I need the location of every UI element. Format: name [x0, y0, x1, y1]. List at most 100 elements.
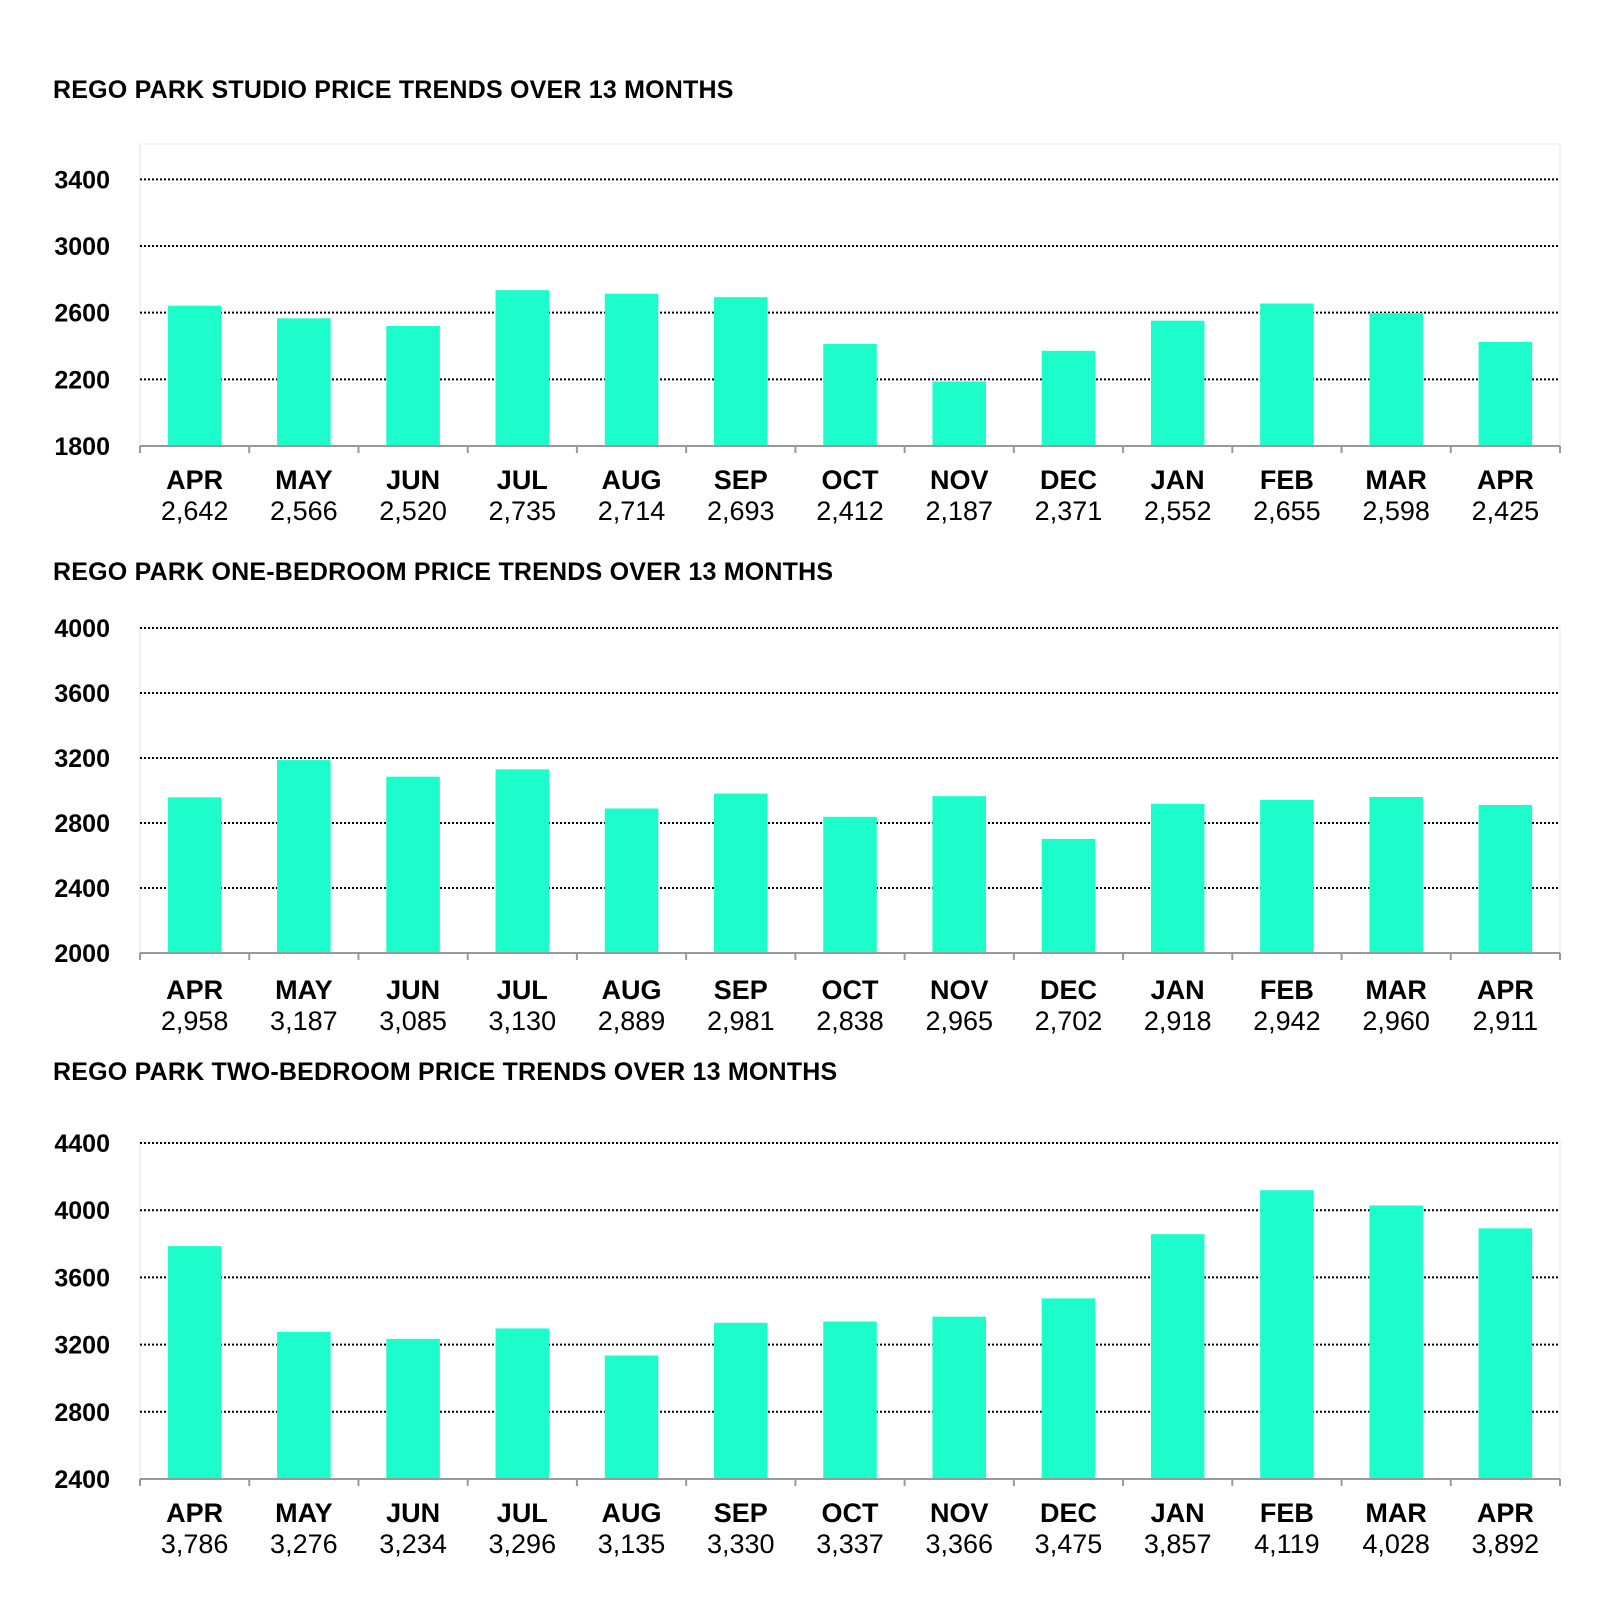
bar: [1478, 804, 1533, 953]
bar-value-label: 2,642: [161, 496, 229, 526]
x-category-label: SEP: [714, 975, 768, 1005]
bar: [1150, 320, 1205, 446]
bar-value-label: 2,838: [816, 1006, 884, 1036]
y-tick-label: 4400: [54, 1130, 110, 1158]
bar: [604, 293, 659, 446]
x-category-label: APR: [1477, 1498, 1534, 1528]
bar: [386, 326, 440, 446]
y-tick-label: 4000: [54, 615, 110, 643]
x-category-label: JAN: [1151, 1498, 1205, 1528]
x-category-label: AUG: [602, 1498, 662, 1528]
bar: [604, 808, 659, 953]
x-category-label: JAN: [1151, 975, 1205, 1005]
bar-value-label: 3,330: [707, 1529, 775, 1559]
bar: [1041, 350, 1096, 446]
bar-value-label: 2,918: [1144, 1006, 1212, 1036]
bar-value-label: 2,714: [598, 496, 666, 526]
bar: [386, 776, 440, 953]
bar: [495, 290, 550, 446]
x-category-label: JUN: [386, 975, 440, 1005]
bar-value-label: 2,425: [1472, 496, 1540, 526]
y-tick-label: 3200: [54, 745, 110, 773]
bar: [1260, 799, 1314, 953]
bar-value-label: 3,337: [816, 1529, 884, 1559]
bar-value-label: 2,889: [598, 1006, 666, 1036]
x-category-label: MAR: [1365, 975, 1427, 1005]
bar: [1369, 313, 1423, 446]
bar-value-label: 2,958: [161, 1006, 229, 1036]
x-category-label: OCT: [822, 1498, 880, 1528]
x-category-label: FEB: [1260, 1498, 1314, 1528]
x-category-label: APR: [1477, 465, 1534, 495]
y-tick-label: 3200: [54, 1332, 110, 1360]
x-category-label: OCT: [822, 465, 880, 495]
bar: [1369, 1205, 1423, 1479]
bar: [823, 816, 877, 953]
two-bedroom-chart-title: REGO PARK TWO-BEDROOM PRICE TRENDS OVER …: [53, 1058, 838, 1086]
bar: [714, 297, 768, 446]
bar: [167, 1246, 222, 1479]
y-tick-label: 2200: [54, 366, 110, 394]
bar-value-label: 2,981: [707, 1006, 775, 1036]
bar-value-label: 3,892: [1472, 1529, 1540, 1559]
bar: [932, 796, 986, 953]
bar-value-label: 2,960: [1362, 1006, 1430, 1036]
bar-value-label: 3,857: [1144, 1529, 1212, 1559]
bar: [714, 1322, 768, 1479]
bar-value-label: 4,119: [1254, 1529, 1320, 1559]
x-category-label: JUL: [497, 465, 548, 495]
bar-value-label: 2,702: [1035, 1006, 1103, 1036]
bar-value-label: 2,735: [489, 496, 557, 526]
bar-value-label: 3,475: [1035, 1529, 1103, 1559]
x-category-label: JAN: [1151, 465, 1205, 495]
bar: [932, 1316, 986, 1479]
one-bedroom-chart-title: REGO PARK ONE-BEDROOM PRICE TRENDS OVER …: [53, 558, 834, 586]
x-category-label: MAY: [275, 465, 333, 495]
x-category-label: FEB: [1260, 975, 1314, 1005]
one-bedroom-chart-panel: REGO PARK ONE-BEDROOM PRICE TRENDS OVER …: [53, 558, 1561, 1036]
x-category-label: JUL: [497, 975, 548, 1005]
bar-value-label: 2,942: [1253, 1006, 1321, 1036]
y-tick-label: 3600: [54, 680, 110, 708]
x-category-label: APR: [166, 1498, 223, 1528]
x-category-label: SEP: [714, 465, 768, 495]
bar-value-label: 3,366: [925, 1529, 993, 1559]
bar: [1478, 1228, 1533, 1479]
y-tick-label: 2400: [54, 875, 110, 903]
bar-value-label: 2,412: [816, 496, 884, 526]
bar: [932, 381, 986, 446]
x-category-label: OCT: [822, 975, 880, 1005]
bar: [823, 344, 877, 446]
x-category-label: DEC: [1040, 465, 1097, 495]
bar: [823, 1321, 877, 1479]
bar: [277, 1331, 331, 1479]
bar-value-label: 4,028: [1362, 1529, 1430, 1559]
x-category-label: MAR: [1365, 1498, 1427, 1528]
bar-value-label: 2,911: [1473, 1006, 1539, 1036]
x-category-label: JUL: [497, 1498, 548, 1528]
bar: [1369, 797, 1423, 953]
x-category-label: MAY: [275, 975, 333, 1005]
bar-value-label: 3,296: [489, 1529, 557, 1559]
y-tick-label: 2800: [54, 1399, 110, 1427]
bar-value-label: 2,552: [1144, 496, 1212, 526]
bar-value-label: 3,234: [379, 1529, 447, 1559]
bar: [1260, 303, 1314, 446]
bar-value-label: 2,965: [925, 1006, 993, 1036]
y-tick-label: 3000: [54, 233, 110, 261]
x-category-label: NOV: [930, 1498, 989, 1528]
x-category-label: SEP: [714, 1498, 768, 1528]
x-category-label: AUG: [602, 975, 662, 1005]
bar-value-label: 3,135: [598, 1529, 666, 1559]
bar-value-label: 2,371: [1035, 496, 1103, 526]
x-category-label: FEB: [1260, 465, 1314, 495]
bar-value-label: 2,566: [270, 496, 338, 526]
bar-value-label: 2,598: [1362, 496, 1430, 526]
bar-value-label: 2,187: [925, 496, 993, 526]
x-category-label: DEC: [1040, 1498, 1097, 1528]
x-category-label: MAY: [275, 1498, 333, 1528]
x-category-label: APR: [166, 975, 223, 1005]
x-category-label: MAR: [1365, 465, 1427, 495]
bar: [1041, 1298, 1096, 1479]
